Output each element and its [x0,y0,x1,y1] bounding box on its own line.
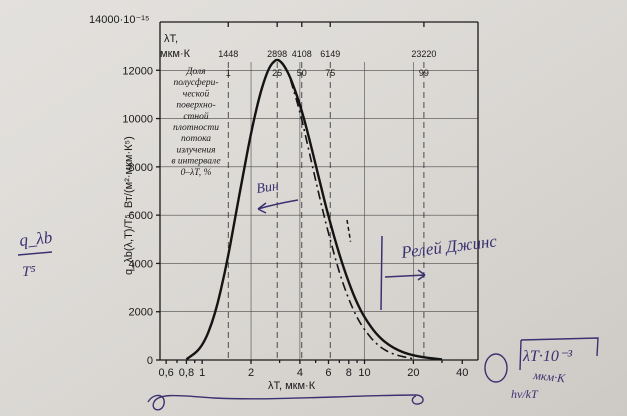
annotation-line: излучения [176,145,215,155]
x-tick-label: 0,8 [179,367,194,379]
top-scale-lambdaT-label: 23220 [411,49,436,59]
hand-fraction-bar [17,251,53,256]
x-axis-label: λT, мкм·К [268,380,316,392]
hand-vin-label: Вин [255,179,279,197]
hand-side-note: hν/kT [511,387,539,401]
y-tick-label: 8000 [129,162,153,174]
top-scale-fraction-label: 99 [419,68,429,78]
x-tick-label: 8 [346,367,352,379]
top-scale-lambdaT-label: 1448 [218,49,238,59]
top-scale-title-line1: λT, [164,33,178,45]
top-scale-fraction-label: 75 [325,68,335,78]
series-curve-dash-dot [346,219,352,242]
x-tick-label: 0,6 [158,367,173,379]
top-scale-fraction-label: 25 [272,68,282,78]
y-tick-label: 4000 [129,258,153,270]
annotation-line: плотности [173,123,219,133]
x-tick-label: 4 [297,367,303,379]
x-tick-label: 6 [325,367,331,379]
y-axis-label: q_λb(λ,T)/T⁵, Вт/(м²·мкм·К⁵) [123,136,135,275]
x-tick-label: 40 [456,367,468,379]
annotation-line: полусфери- [173,77,218,88]
annotation-line: ческой [183,88,210,99]
annotation-line: поверхно- [176,101,215,111]
hand-unit-note-sub: мкм·К [532,368,567,385]
hand-bottom-scribble [147,394,424,411]
top-scale-lambdaT-label: 4108 [292,49,312,59]
annotation-line: 0–λT, % [181,168,212,178]
hand-unit-note: λT·10⁻³ [522,348,572,365]
hand-vin-arrow [257,199,299,214]
series-curve-solid [185,58,443,360]
x-tick-label: 1 [199,367,205,379]
top-scale-title-line2: мкм·К [160,48,191,60]
y-tick-label: 10000 [122,114,153,126]
series-curve-dashed [289,79,414,360]
top-scale-lambdaT-label: 2898 [267,49,287,59]
y-tick-label: 6000 [129,210,153,222]
hand-circle-40 [484,353,508,383]
x-tick-label: 10 [358,367,370,379]
annotation-line: стной [183,111,209,122]
y-tick-label: 0 [147,355,153,367]
annotation-line: потока [181,134,211,144]
curves [185,58,443,360]
y-tick-label: 2000 [129,307,153,319]
hand-left-numerator: q_λb [18,228,53,250]
x-tick-label: 20 [407,367,419,379]
y-tick-label: 12000 [122,65,153,77]
y-scale-label: 14000·10⁻¹⁵ [89,14,150,26]
annotation-line: Доля [185,67,205,77]
handwritten-notes: q_λb T⁵ Вин Релей Джинс λT·10⁻³ мкм·К hν… [17,179,599,411]
top-scale-lambdaT-label: 6149 [320,49,340,59]
x-tick-label: 2 [248,367,254,379]
hand-unit-box [519,337,599,371]
hand-rayleigh-arrow [380,235,426,311]
top-scale-fraction-label: 50 [297,68,307,78]
top-scale-fraction-label: 1 [226,68,231,78]
axes [156,21,479,364]
annotation-line: в интервале [171,157,220,167]
hand-left-denominator: T⁵ [22,264,36,280]
